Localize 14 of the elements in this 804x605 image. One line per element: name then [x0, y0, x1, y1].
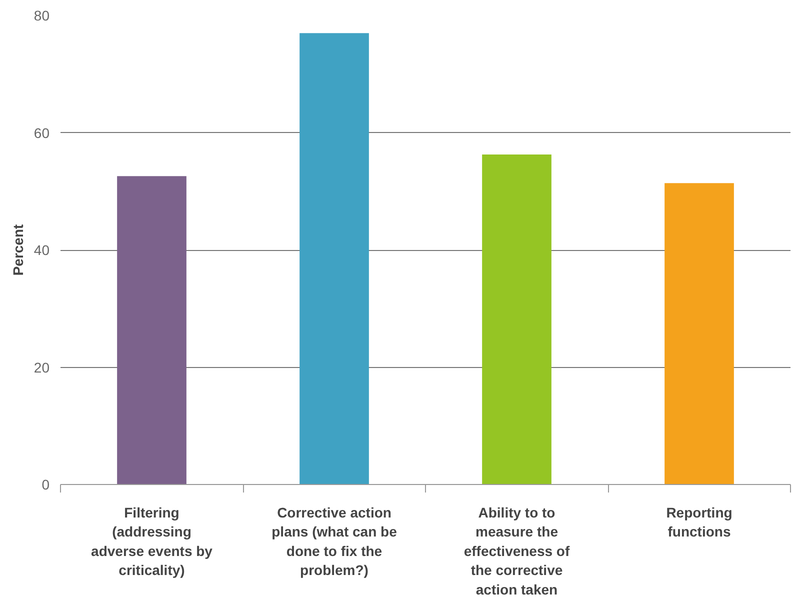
y-tick-label: 0: [42, 476, 50, 492]
x-tick-label: Corrective action plans (what can be done to fix the problem?): [272, 504, 398, 578]
x-tick-label: Reporting functions: [666, 504, 732, 540]
bar: [117, 176, 186, 484]
x-tick-label: Ability to to measure the effectiveness of the corrective action taken: [464, 504, 570, 598]
x-tick-label: Filtering (addressing adverse events by criticality): [91, 504, 213, 578]
y-tick-label: 80: [34, 8, 50, 24]
y-axis-title: Percent: [10, 224, 26, 276]
bar: [664, 183, 734, 484]
bar: [300, 33, 369, 484]
y-tick-label: 40: [34, 242, 50, 258]
y-tick-label: 20: [34, 359, 50, 376]
bar: [482, 154, 552, 484]
y-tick-label: 60: [34, 124, 50, 141]
